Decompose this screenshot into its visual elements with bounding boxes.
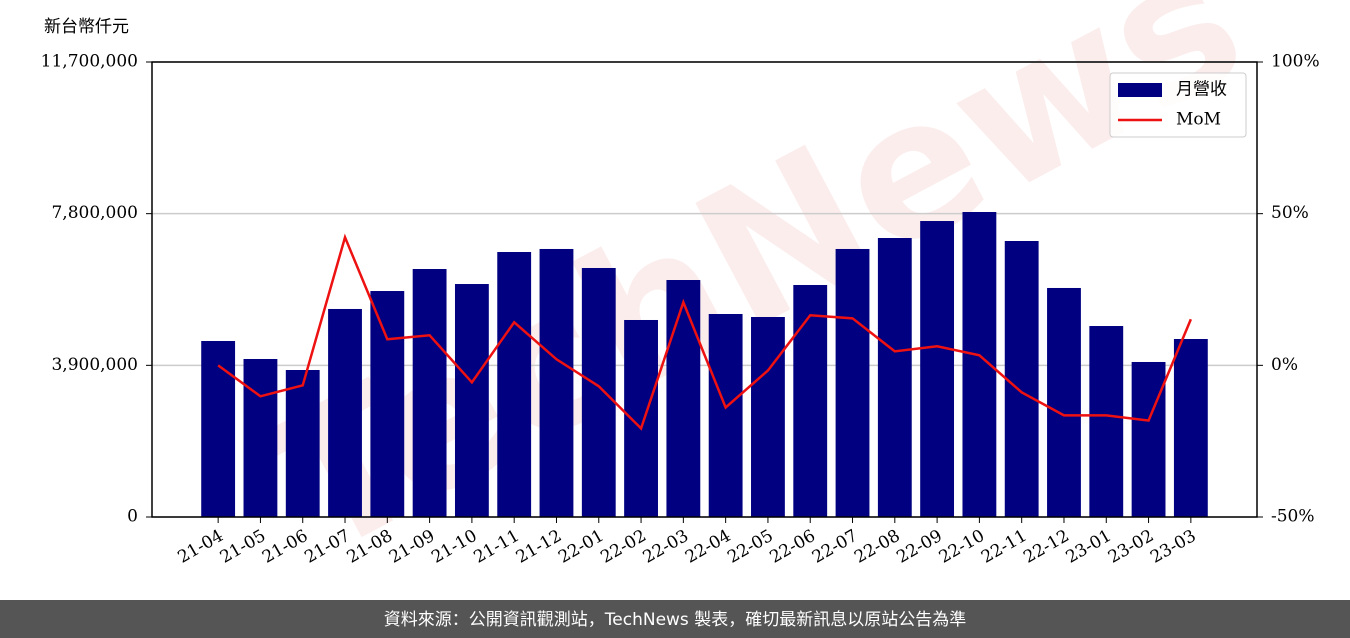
footer-text: 資料來源：公開資訊觀測站，TechNews 製表，確切最新訊息以原站公告為準 [384,610,966,630]
bar [201,340,236,517]
x-tick-label: 23-03 [1147,526,1199,568]
x-tick-label: 22-01 [555,526,607,568]
bar [1004,241,1039,517]
y2-tick-label: 100% [1271,52,1320,72]
bar [285,370,320,517]
bar [666,280,701,517]
x-tick-label: 22-04 [682,526,734,568]
bar [920,221,955,517]
bar [454,284,489,517]
bar [793,284,828,517]
bar [581,267,616,517]
bar [539,248,574,517]
x-tick-label: 21-06 [259,526,311,568]
y-tick-label: 11,700,000 [41,52,138,72]
bar [497,252,532,517]
x-tick-label: 22-03 [640,526,692,568]
x-tick-label: 22-06 [767,526,819,568]
x-tick-label: 23-01 [1063,526,1115,568]
legend-label: MoM [1176,110,1221,130]
bar [1173,339,1208,517]
x-tick-label: 22-11 [978,526,1030,568]
x-tick-label: 21-12 [513,526,565,568]
bar [1047,287,1081,517]
bar [243,358,278,517]
x-tick-label: 22-08 [851,526,903,568]
x-tick-label: 22-09 [893,526,945,568]
x-tick-label: 22-05 [724,526,776,568]
plot-frame [151,61,1258,518]
x-tick-label: 21-04 [174,526,226,568]
bar [751,316,785,517]
x-tick-label: 23-02 [1105,526,1157,568]
x-tick-label: 22-12 [1020,526,1072,568]
x-tick-label: 22-10 [936,526,988,568]
x-tick-label: 21-05 [217,526,269,568]
bar [328,308,362,517]
bar [1131,361,1166,517]
y-axis-label: 新台幣仟元 [44,17,129,37]
legend-swatch [1118,83,1162,97]
x-tick-label: 22-02 [597,526,649,568]
y-tick-label: 7,800,000 [51,203,138,223]
x-tick-label: 22-07 [809,526,861,568]
bar [835,248,870,517]
bar [412,269,447,517]
y-tick-label: 0 [127,507,138,527]
bar [370,291,405,517]
y2-tick-label: 50% [1271,203,1309,223]
y2-tick-label: 0% [1271,355,1298,375]
bar [624,319,658,517]
bar [1089,326,1124,517]
y-tick-label: 3,900,000 [51,355,138,375]
x-tick-label: 21-11 [470,526,522,568]
legend-label: 月營收 [1176,80,1227,100]
y2-tick-label: -50% [1271,507,1315,527]
footer-bar [0,600,1350,638]
bar [877,238,912,517]
line [217,233,1193,431]
bar [708,314,743,517]
